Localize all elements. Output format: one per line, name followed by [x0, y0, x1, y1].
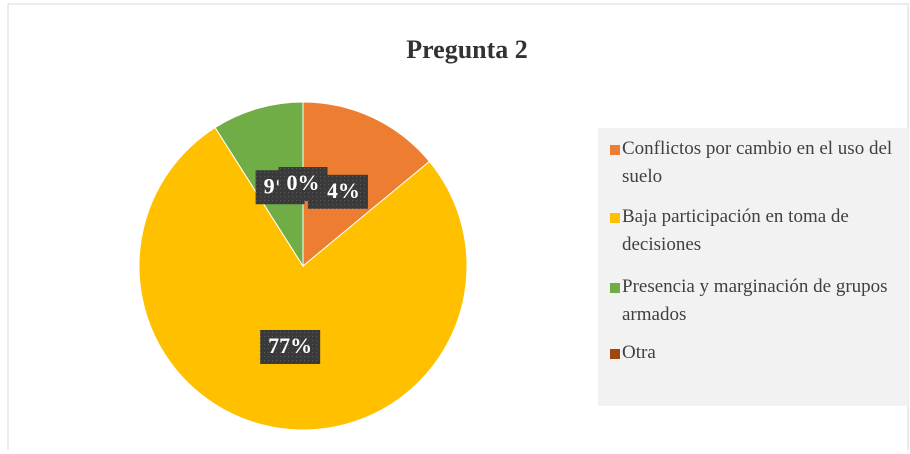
chart-title: Pregunta 2: [406, 35, 528, 64]
data-label-text: 77%: [268, 333, 312, 358]
legend-box: [598, 128, 908, 406]
data-label: 77%: [260, 329, 321, 364]
legend-label: Presencia y marginación de grupos armados: [622, 276, 888, 325]
data-label-box: [260, 329, 321, 364]
data-label: 0%: [278, 167, 328, 201]
legend-swatch: [610, 349, 620, 359]
data-label-text: 0%: [287, 170, 320, 195]
legend-swatch: [610, 283, 620, 293]
legend-swatch: [610, 213, 620, 223]
legend-label: Baja participación en toma de decisiones: [622, 206, 849, 255]
legend-label: Otra: [622, 342, 656, 363]
pie-slice: [138, 126, 468, 431]
data-label-box: [278, 167, 328, 201]
legend-swatch: [610, 145, 620, 155]
legend-label: Conflictos por cambio en el uso del suelo: [622, 138, 892, 187]
